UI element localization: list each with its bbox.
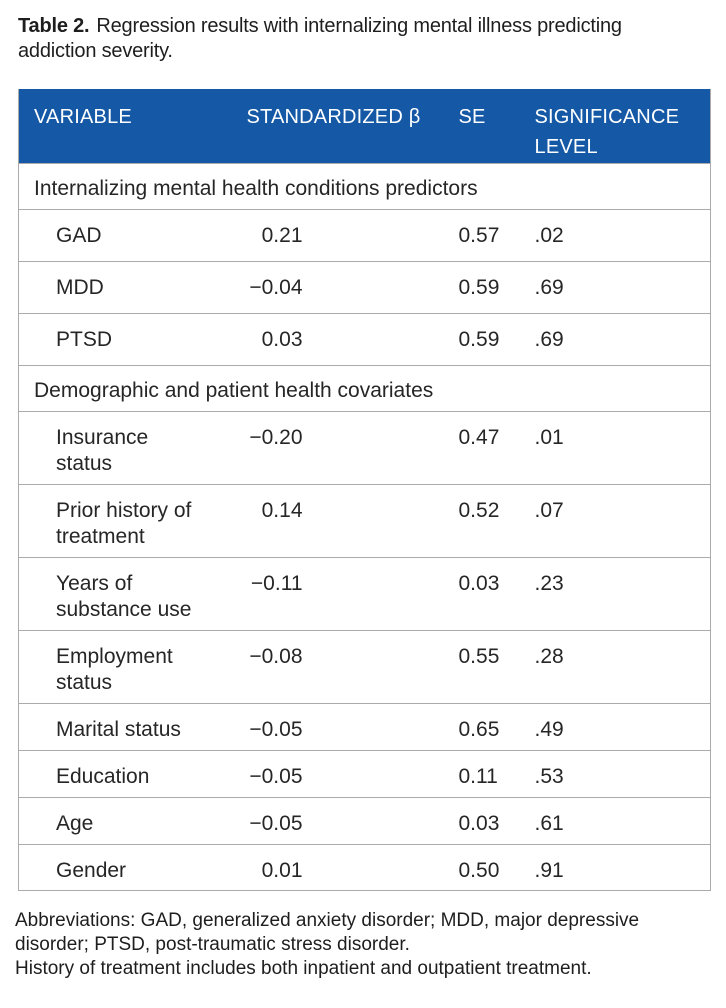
- cell-significance: .23: [534, 571, 564, 595]
- table-row: GAD 0.21 0.57 .02: [18, 209, 711, 261]
- cell-variable: Gender: [56, 858, 127, 882]
- cell-significance: .69: [534, 275, 564, 299]
- cell-significance: .28: [534, 644, 564, 668]
- cell-standardized-beta: −0.04: [249, 275, 303, 299]
- cell-standardized-beta: 0.03: [261, 327, 303, 351]
- cell-variable: GAD: [56, 223, 102, 247]
- cell-se: 0.65: [458, 717, 500, 741]
- cell-significance: .01: [534, 425, 564, 449]
- cell-se: 0.03: [458, 811, 500, 835]
- cell-significance: .61: [534, 811, 564, 835]
- table-row: Education −0.05 0.11 .53: [18, 750, 711, 797]
- table-caption: Table 2. Regression results with internal…: [18, 14, 718, 64]
- section-header: Demographic and patient health covariate…: [34, 378, 434, 402]
- cell-se: 0.59: [458, 275, 500, 299]
- column-header-significance-level: SIGNIFICANCE LEVEL: [531, 89, 711, 163]
- table-row: PTSD 0.03 0.59 .69: [18, 313, 711, 365]
- cell-variable: Education: [56, 764, 150, 788]
- section-header-row: Demographic and patient health covariate…: [18, 365, 711, 411]
- regression-table: VARIABLE STANDARDIZED β SE SIGNIFICANCE …: [18, 89, 711, 891]
- cell-standardized-beta: −0.05: [249, 811, 303, 835]
- cell-standardized-beta: −0.20: [249, 425, 303, 449]
- table-row: Years of substance use −0.11 0.03 .23: [18, 557, 711, 630]
- table-row: Prior history of treatment 0.14 0.52 .07: [18, 484, 711, 557]
- table-row: Marital status −0.05 0.65 .49: [18, 703, 711, 750]
- cell-standardized-beta: −0.08: [249, 644, 303, 668]
- column-header-se: SE: [451, 89, 532, 163]
- table-row: Employment status −0.08 0.55 .28: [18, 630, 711, 703]
- table-row: Gender 0.01 0.50 .91: [18, 844, 711, 890]
- cell-variable: Prior history of treatment: [56, 498, 192, 548]
- cell-standardized-beta: −0.05: [249, 764, 303, 788]
- cell-variable: Age: [56, 811, 94, 835]
- table-caption-label: Table 2.: [18, 15, 90, 37]
- cell-significance: .02: [534, 223, 564, 247]
- cell-significance: .49: [534, 717, 564, 741]
- table-row: Age −0.05 0.03 .61: [18, 797, 711, 844]
- cell-significance: .07: [534, 498, 564, 522]
- column-header-variable: VARIABLE: [18, 89, 247, 163]
- cell-standardized-beta: 0.21: [261, 223, 303, 247]
- header-row: VARIABLE STANDARDIZED β SE SIGNIFICANCE …: [18, 89, 711, 163]
- cell-se: 0.57: [458, 223, 500, 247]
- cell-variable: Marital status: [56, 717, 181, 741]
- section-header-row: Internalizing mental health conditions p…: [18, 163, 711, 209]
- table-row: Insurance status −0.20 0.47 .01: [18, 411, 711, 484]
- cell-se: 0.59: [458, 327, 500, 351]
- footnote-history: History of treatment includes both inpat…: [15, 957, 592, 979]
- cell-standardized-beta: 0.14: [261, 498, 303, 522]
- cell-se: 0.50: [458, 858, 500, 882]
- table-caption-text: Regression results with internalizing me…: [18, 15, 622, 62]
- cell-standardized-beta: −0.11: [250, 571, 303, 595]
- cell-standardized-beta: 0.01: [261, 858, 303, 882]
- cell-se: 0.03: [458, 571, 500, 595]
- table-footnotes: Abbreviations: GAD, generalized anxiety …: [15, 909, 677, 981]
- cell-standardized-beta: −0.05: [249, 717, 303, 741]
- cell-variable: Employment status: [56, 644, 173, 694]
- cell-significance: .69: [534, 327, 564, 351]
- cell-variable: PTSD: [56, 327, 113, 351]
- cell-significance: .91: [534, 858, 564, 882]
- column-header-standardized-beta: STANDARDIZED β: [246, 89, 452, 163]
- cell-se: 0.11: [458, 764, 498, 788]
- cell-variable: Insurance status: [56, 425, 149, 475]
- section-header: Internalizing mental health conditions p…: [34, 176, 478, 200]
- cell-significance: .53: [534, 764, 564, 788]
- cell-se: 0.52: [458, 498, 500, 522]
- cell-variable: MDD: [56, 275, 104, 299]
- cell-se: 0.55: [458, 644, 500, 668]
- footnote-abbreviations: Abbreviations: GAD, generalized anxiety …: [15, 909, 640, 955]
- cell-se: 0.47: [458, 425, 500, 449]
- cell-variable: Years of substance use: [56, 571, 192, 621]
- table-row: MDD −0.04 0.59 .69: [18, 261, 711, 313]
